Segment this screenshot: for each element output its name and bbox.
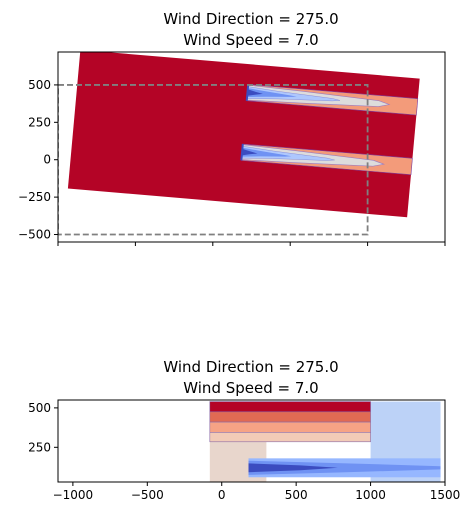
chart-top-ytick-label: −250 (18, 190, 51, 204)
wake-core-light-0 (246, 86, 341, 102)
wake-core-1 (241, 147, 292, 157)
wake-core-light-1 (241, 145, 335, 161)
chart-bottom-xtick-label: 1500 (430, 488, 461, 502)
chart-bottom-xtick-label: 500 (285, 488, 308, 502)
wake-core-dark-1 (241, 148, 258, 156)
wake-band-mid (248, 460, 441, 475)
chart-bottom-xtick-label: −500 (131, 488, 164, 502)
chart-top-title-line2: Wind Speed = 7.0 (183, 31, 318, 49)
band-0 (209, 401, 371, 413)
chart-top-ytick-label: 250 (28, 115, 51, 129)
chart-top: Wind Direction = 275.0 Wind Speed = 7.0 … (18, 10, 446, 246)
chart-top-title-line1: Wind Direction = 275.0 (163, 10, 338, 28)
chart-bottom-title-line1: Wind Direction = 275.0 (163, 358, 338, 376)
chart-top-plot-area (58, 52, 420, 236)
chart-bottom-xtick-label: 0 (218, 488, 226, 502)
chart-bottom-title-line2: Wind Speed = 7.0 (183, 379, 318, 397)
wake-core-dark-0 (247, 89, 263, 96)
turbine-1 (240, 143, 244, 161)
chart-bottom-xtick-label: 1000 (355, 488, 386, 502)
chart-bottom-ytick-label: 250 (28, 440, 51, 454)
chart-top-ytick-label: 0 (43, 153, 51, 167)
chart-top-frame (57, 51, 446, 243)
chart-bottom-ytick-label: 500 (28, 401, 51, 415)
turbine-0 (245, 84, 250, 101)
band-1 (209, 411, 371, 423)
chart-top-ytick-label: 500 (28, 78, 51, 92)
band-2 (209, 421, 371, 433)
boundary-box (58, 84, 369, 236)
wake-core-0 (247, 88, 297, 97)
chart-bottom-frame (57, 399, 446, 483)
chart-bottom-xtick-label: −1000 (53, 488, 94, 502)
chart-bottom-axes: 500 250 −1000 −500 0 500 1000 1500 (28, 401, 460, 502)
chart-top-axes: 500 250 0 −250 −500 (18, 78, 446, 246)
band-3 (209, 432, 371, 443)
wake-light-0 (246, 84, 391, 107)
chart-bottom: Wind Direction = 275.0 Wind Speed = 7.0 … (28, 358, 460, 502)
chart-bottom-plot-area (209, 401, 441, 482)
wake-band-core (248, 463, 338, 473)
wake-light-1 (241, 144, 386, 167)
chart-top-ytick-label: −500 (18, 228, 51, 242)
